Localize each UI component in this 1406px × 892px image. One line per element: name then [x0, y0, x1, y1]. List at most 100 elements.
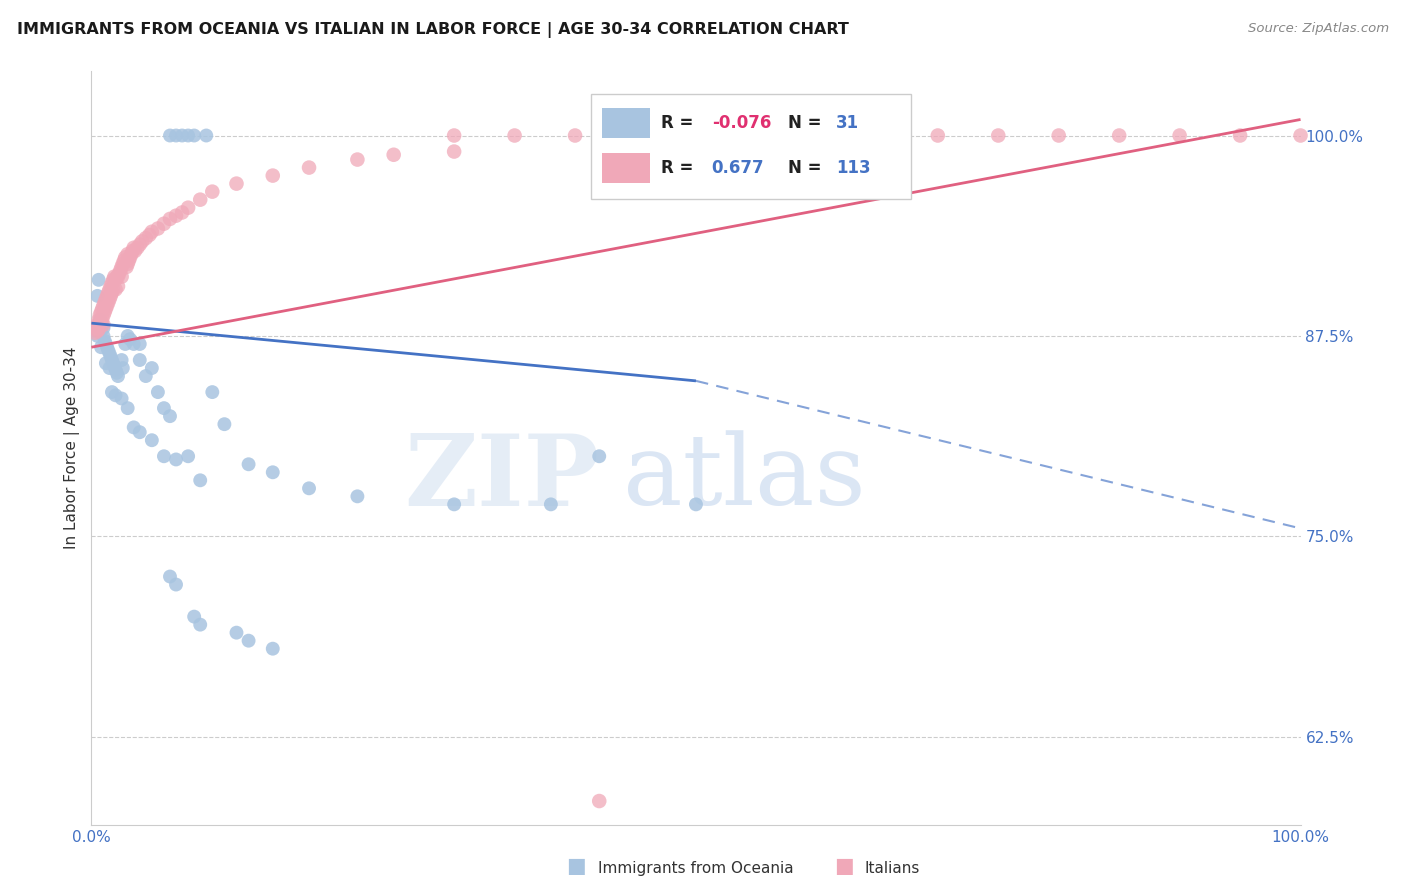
Point — [107, 369, 129, 384]
Point — [101, 353, 124, 368]
Point — [1108, 128, 1130, 143]
Point — [104, 283, 127, 297]
Point — [107, 269, 129, 284]
Y-axis label: In Labor Force | Age 30-34: In Labor Force | Age 30-34 — [65, 347, 80, 549]
Point — [1289, 128, 1312, 143]
Point — [159, 211, 181, 226]
Point — [443, 145, 465, 159]
Point — [100, 350, 122, 364]
Point — [93, 295, 115, 310]
Point — [98, 361, 121, 376]
Text: 31: 31 — [837, 113, 859, 132]
Point — [225, 177, 247, 191]
Point — [146, 385, 169, 400]
Point — [111, 353, 132, 368]
Text: Italians: Italians — [865, 861, 920, 876]
Point — [131, 235, 153, 249]
Text: R =: R = — [661, 113, 699, 132]
Point — [114, 337, 136, 351]
Point — [127, 241, 149, 255]
Point — [122, 420, 145, 434]
Point — [111, 260, 132, 274]
Point — [443, 128, 465, 143]
Point — [117, 257, 139, 271]
Point — [262, 169, 284, 183]
Point — [86, 318, 108, 332]
Point — [87, 313, 110, 327]
Point — [153, 217, 176, 231]
Point — [214, 417, 236, 432]
Point — [128, 425, 150, 440]
Point — [117, 247, 139, 261]
Text: -0.076: -0.076 — [711, 113, 770, 132]
Point — [110, 263, 132, 277]
Point — [159, 128, 181, 143]
Point — [1168, 128, 1191, 143]
Text: ■: ■ — [834, 856, 853, 876]
Point — [346, 489, 368, 503]
Point — [540, 497, 562, 511]
Point — [172, 128, 194, 143]
Point — [201, 185, 224, 199]
Point — [111, 269, 132, 284]
Point — [262, 465, 284, 479]
Point — [112, 253, 135, 268]
Point — [98, 292, 121, 306]
Point — [443, 497, 465, 511]
FancyBboxPatch shape — [602, 153, 650, 183]
Point — [117, 401, 139, 416]
Point — [122, 241, 145, 255]
Point — [101, 276, 124, 290]
Point — [298, 481, 321, 495]
Point — [141, 361, 163, 376]
Text: Immigrants from Oceania: Immigrants from Oceania — [598, 861, 793, 876]
Point — [104, 388, 127, 402]
Point — [105, 366, 128, 380]
Point — [90, 305, 112, 319]
Point — [165, 128, 187, 143]
Point — [225, 625, 247, 640]
Point — [122, 337, 145, 351]
Point — [84, 321, 107, 335]
Text: atlas: atlas — [623, 431, 866, 526]
Point — [93, 334, 115, 348]
Point — [104, 273, 127, 287]
Point — [128, 337, 150, 351]
Point — [114, 251, 136, 265]
Point — [93, 329, 115, 343]
Point — [100, 279, 122, 293]
Point — [111, 392, 132, 406]
Point — [153, 401, 176, 416]
Point — [89, 313, 111, 327]
Point — [588, 794, 610, 808]
Point — [93, 321, 115, 335]
Point — [165, 577, 187, 591]
Point — [96, 289, 118, 303]
Point — [177, 449, 200, 463]
Point — [89, 318, 111, 332]
Point — [564, 128, 586, 143]
Point — [685, 128, 707, 143]
Point — [97, 343, 120, 358]
Point — [685, 497, 707, 511]
Point — [262, 641, 284, 656]
Point — [94, 292, 117, 306]
Text: ZIP: ZIP — [405, 430, 599, 527]
Point — [382, 147, 405, 161]
Point — [97, 295, 120, 310]
Point — [111, 257, 134, 271]
Point — [97, 285, 120, 300]
Point — [87, 322, 110, 336]
Point — [93, 308, 115, 322]
Point — [165, 209, 187, 223]
Point — [91, 318, 114, 332]
Point — [120, 251, 142, 265]
Point — [141, 434, 163, 448]
Point — [135, 369, 157, 384]
Point — [153, 449, 176, 463]
Point — [201, 385, 224, 400]
Point — [86, 329, 108, 343]
Point — [108, 267, 131, 281]
Point — [745, 128, 768, 143]
Point — [93, 318, 115, 332]
